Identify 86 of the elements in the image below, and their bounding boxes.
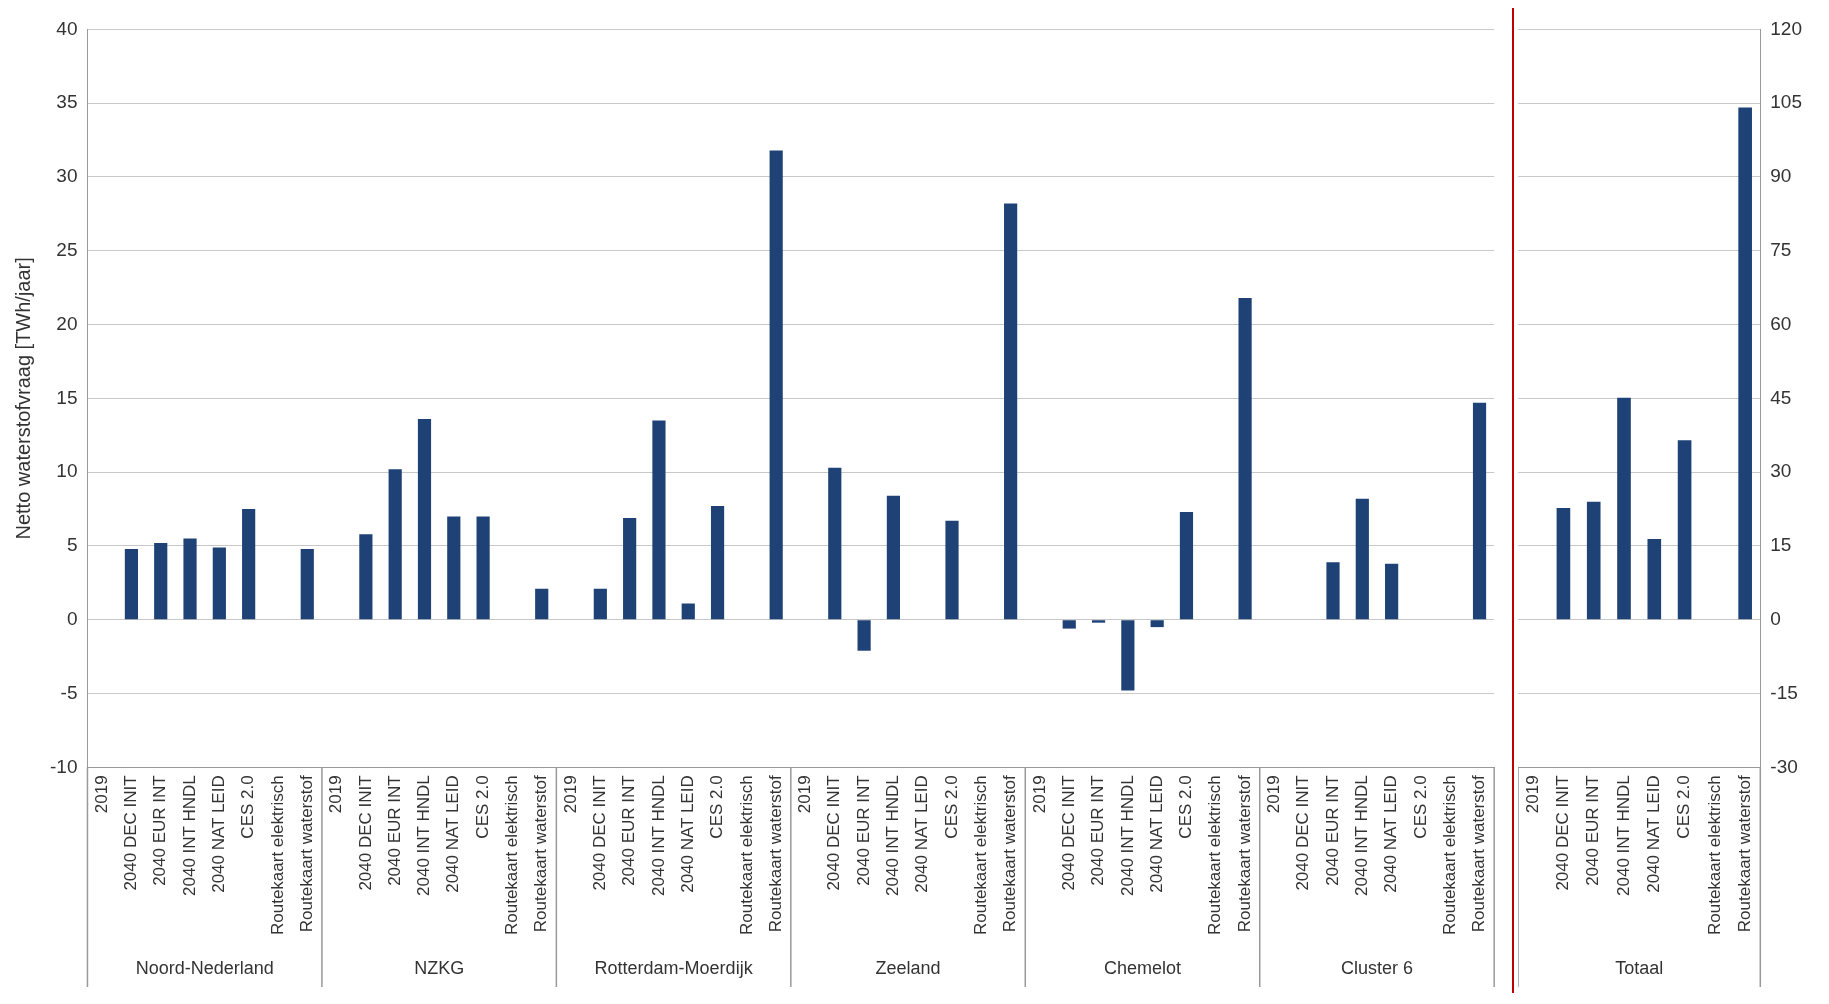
x-tick-label: 2040 INT HNDL [883, 775, 903, 896]
x-tick-label: 2019 [1029, 775, 1049, 814]
y2-tick-label: 120 [1770, 17, 1802, 39]
y2-tick-label: 45 [1770, 386, 1792, 408]
x-tick-label: 2040 INT HNDL [1352, 775, 1371, 896]
x-tick-label: Routekaart elektrisch [1205, 775, 1225, 936]
x-tick-label: 2040 EUR INT [853, 775, 873, 886]
x-tick-label: 2040 EUR INT [619, 775, 639, 886]
x-tick-label: Routekaart waterstof [1734, 775, 1754, 933]
y-tick-label: -10 [49, 755, 78, 777]
x-tick-label: CES 2.0 [707, 775, 727, 839]
x-tick-label: Routekaart waterstof [1000, 775, 1020, 933]
x-tick-label: 2040 DEC INIT [1058, 775, 1078, 891]
x-tick-label: Routekaart elektrisch [1704, 775, 1724, 936]
x-tick-label: 2019 [1522, 775, 1542, 814]
y-tick-label: 0 [66, 607, 78, 629]
y-tick-label: 15 [56, 386, 78, 408]
x-tick-label: 2040 DEC INIT [1293, 775, 1313, 891]
y-tick-label: 20 [56, 312, 78, 334]
x-tick-label: 2040 DEC INIT [1553, 775, 1573, 891]
y-tick-label: 25 [56, 239, 78, 261]
x-tick-label: 2040 NAT LEID [209, 775, 229, 893]
x-tick-label: CES 2.0 [472, 775, 492, 839]
y2-tick-label: 75 [1770, 239, 1792, 261]
x-tick-label: 2040 EUR INT [1088, 775, 1108, 886]
y-tick-label: 5 [66, 534, 78, 556]
x-tick-label: Routekaart elektrisch [267, 775, 287, 936]
x-tick-label: 2040 NAT LEID [1146, 775, 1166, 893]
text: Noord-Nederland [135, 957, 274, 978]
x-tick-label: 2040 INT HNDL [1613, 775, 1633, 896]
y2-tick-label: -30 [1770, 755, 1798, 777]
x-tick-label: 2040 DEC INIT [121, 775, 141, 891]
x-tick-label: 2040 INT HNDL [648, 775, 668, 896]
y2-tick-label: 90 [1770, 165, 1792, 187]
y2-tick-label: 105 [1770, 91, 1802, 113]
x-tick-label: Routekaart waterstof [1234, 775, 1254, 933]
text: NZKG [414, 957, 465, 978]
x-tick-label: Routekaart elektrisch [502, 775, 522, 936]
y-tick-label: 30 [56, 165, 78, 187]
x-tick-label: 2040 NAT LEID [912, 775, 932, 893]
x-tick-label: CES 2.0 [1176, 775, 1196, 839]
x-tick-label: Routekaart waterstof [296, 775, 316, 933]
y2-tick-label: 15 [1770, 534, 1792, 556]
x-tick-label: 2040 EUR INT [1322, 775, 1342, 886]
text: Rotterdam-Moerdijk [594, 957, 754, 978]
x-tick-label: Routekaart waterstof [531, 775, 551, 933]
y2-tick-label: 30 [1770, 460, 1792, 482]
y-axis-title: Netto waterstofvraag [TWh/jaar] [11, 257, 34, 540]
x-tick-label: 2040 INT HNDL [1117, 775, 1137, 896]
x-tick-label: Routekaart elektrisch [971, 775, 991, 936]
y2-tick-label: 0 [1770, 607, 1781, 629]
x-tick-label: 2040 DEC INIT [590, 775, 610, 891]
y-tick-label: 10 [56, 460, 78, 482]
x-tick-label: 2019 [326, 775, 346, 814]
y-tick-label: 40 [56, 17, 78, 39]
x-tick-label: Routekaart waterstof [1469, 775, 1489, 933]
x-tick-label: Routekaart elektrisch [1439, 775, 1459, 936]
x-tick-label: 2040 NAT LEID [677, 775, 697, 893]
text: Totaal [1615, 957, 1664, 978]
text: Zeeland [875, 957, 941, 978]
x-tick-label: 2040 DEC INIT [824, 775, 844, 891]
x-tick-label: 2040 INT HNDL [179, 775, 199, 896]
y2-tick-label: -15 [1770, 681, 1798, 703]
x-tick-label: 2040 NAT LEID [443, 775, 463, 893]
y-tick-label: -5 [60, 681, 78, 703]
x-tick-label: 2040 EUR INT [150, 775, 170, 886]
x-tick-label: CES 2.0 [1410, 775, 1430, 839]
x-tick-label: 2019 [795, 775, 815, 814]
x-tick-label: 2019 [91, 775, 111, 814]
x-tick-label: 2040 DEC INIT [355, 775, 375, 891]
x-tick-label: 2040 EUR INT [1583, 775, 1603, 886]
x-tick-label: Routekaart elektrisch [736, 775, 756, 936]
x-tick-label: Routekaart waterstof [765, 775, 785, 933]
x-tick-label: CES 2.0 [238, 775, 258, 839]
text: Chemelot [1103, 957, 1182, 978]
x-tick-label: 2040 NAT LEID [1643, 775, 1663, 893]
y-tick-label: 35 [56, 91, 78, 113]
y2-tick-label: 60 [1770, 312, 1792, 334]
x-tick-label: CES 2.0 [1674, 775, 1694, 839]
x-tick-label: 2019 [560, 775, 580, 814]
x-tick-label: 2040 INT HNDL [414, 775, 434, 896]
x-tick-label: CES 2.0 [941, 775, 961, 839]
x-tick-label: 2040 NAT LEID [1381, 775, 1401, 893]
x-tick-label: 2040 EUR INT [384, 775, 404, 886]
text: Cluster 6 [1340, 957, 1413, 978]
x-tick-label: 2019 [1264, 775, 1284, 814]
